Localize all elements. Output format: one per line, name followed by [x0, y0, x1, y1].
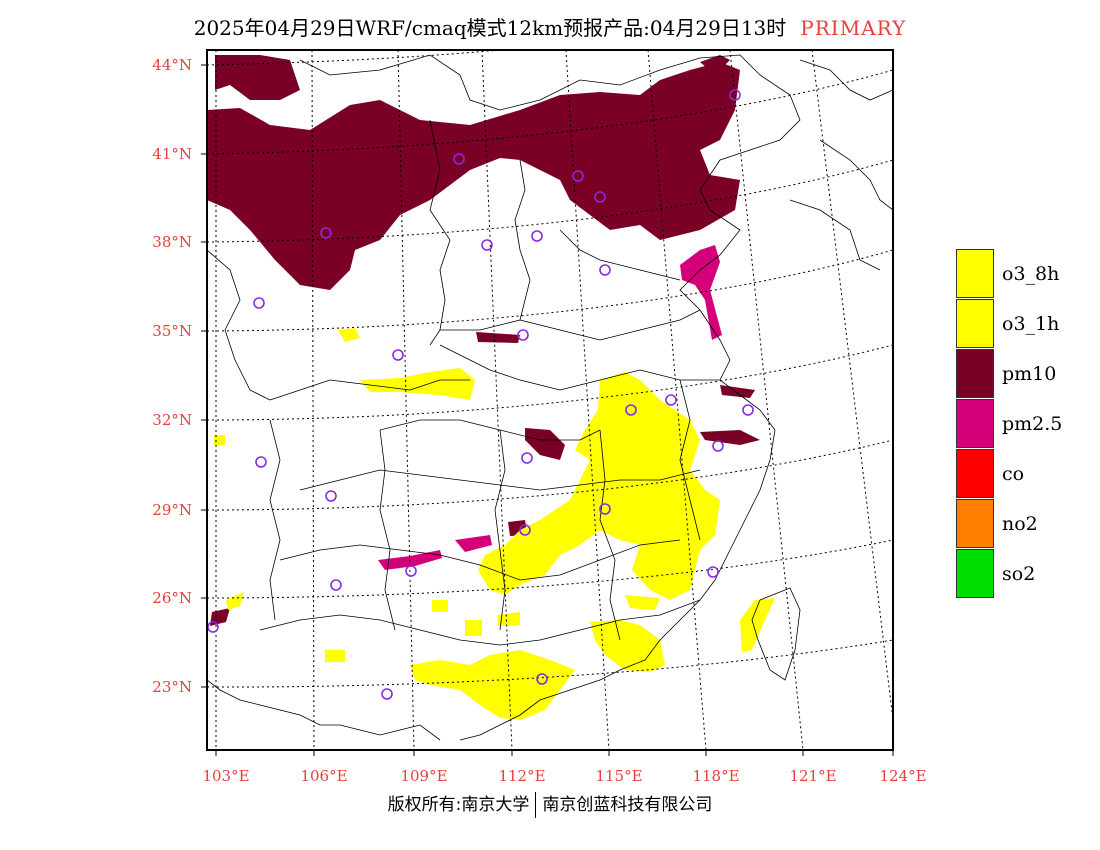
legend-swatch — [956, 499, 994, 548]
legend-swatch — [956, 299, 994, 348]
lon-label-103: 103°E — [202, 767, 250, 785]
lon-label-106: 106°E — [300, 767, 348, 785]
legend-label: pm10 — [1002, 363, 1057, 385]
copyright-footer: 版权所有:南京大学 南京创蓝科技有限公司 — [0, 790, 1100, 818]
legend-swatch — [956, 249, 994, 298]
legend-swatch — [956, 349, 994, 398]
lon-label-121: 121°E — [789, 767, 837, 785]
lon-label-115: 115°E — [595, 767, 643, 785]
lat-label-26: 26°N — [152, 589, 192, 607]
legend-label: no2 — [1002, 513, 1038, 535]
lon-label-109: 109°E — [400, 767, 448, 785]
primary-tag: PRIMARY — [800, 16, 907, 40]
lon-label-112: 112°E — [498, 767, 546, 785]
graticule — [207, 50, 893, 750]
legend-label: so2 — [1002, 563, 1036, 585]
o3-region — [214, 328, 775, 720]
lat-label-32: 32°N — [152, 411, 192, 429]
copyright-left: 版权所有:南京大学 — [387, 795, 530, 815]
boundaries — [207, 54, 893, 741]
pm10-region — [207, 55, 760, 626]
legend-swatch — [956, 549, 994, 598]
map-frame — [206, 49, 894, 751]
map-title: 2025年04月29日WRF/cmaq模式12km预报产品:04月29日13时 P… — [0, 12, 1100, 41]
map-title-main: 2025年04月29日WRF/cmaq模式12km预报产品:04月29日13时 — [193, 16, 787, 40]
legend-label: o3_1h — [1002, 313, 1060, 335]
legend-swatch — [956, 449, 994, 498]
lat-label-35: 35°N — [152, 322, 192, 340]
footer-separator — [535, 792, 537, 818]
stations — [207, 89, 754, 700]
legend-swatch — [956, 399, 994, 448]
map-content — [207, 50, 893, 750]
lon-label-118: 118°E — [692, 767, 740, 785]
lat-label-29: 29°N — [152, 501, 192, 519]
legend-label: pm2.5 — [1002, 413, 1063, 435]
lat-label-41: 41°N — [152, 145, 192, 163]
copyright-right: 南京创蓝科技有限公司 — [542, 795, 713, 815]
legend-label: o3_8h — [1002, 263, 1060, 285]
lat-ticks — [201, 64, 207, 688]
lat-label-38: 38°N — [152, 233, 192, 251]
lat-label-23: 23°N — [152, 678, 192, 696]
lon-ticks — [215, 750, 894, 756]
lon-label-124: 124°E — [879, 767, 927, 785]
lat-label-44: 44°N — [152, 56, 192, 74]
legend-label: co — [1002, 463, 1025, 485]
